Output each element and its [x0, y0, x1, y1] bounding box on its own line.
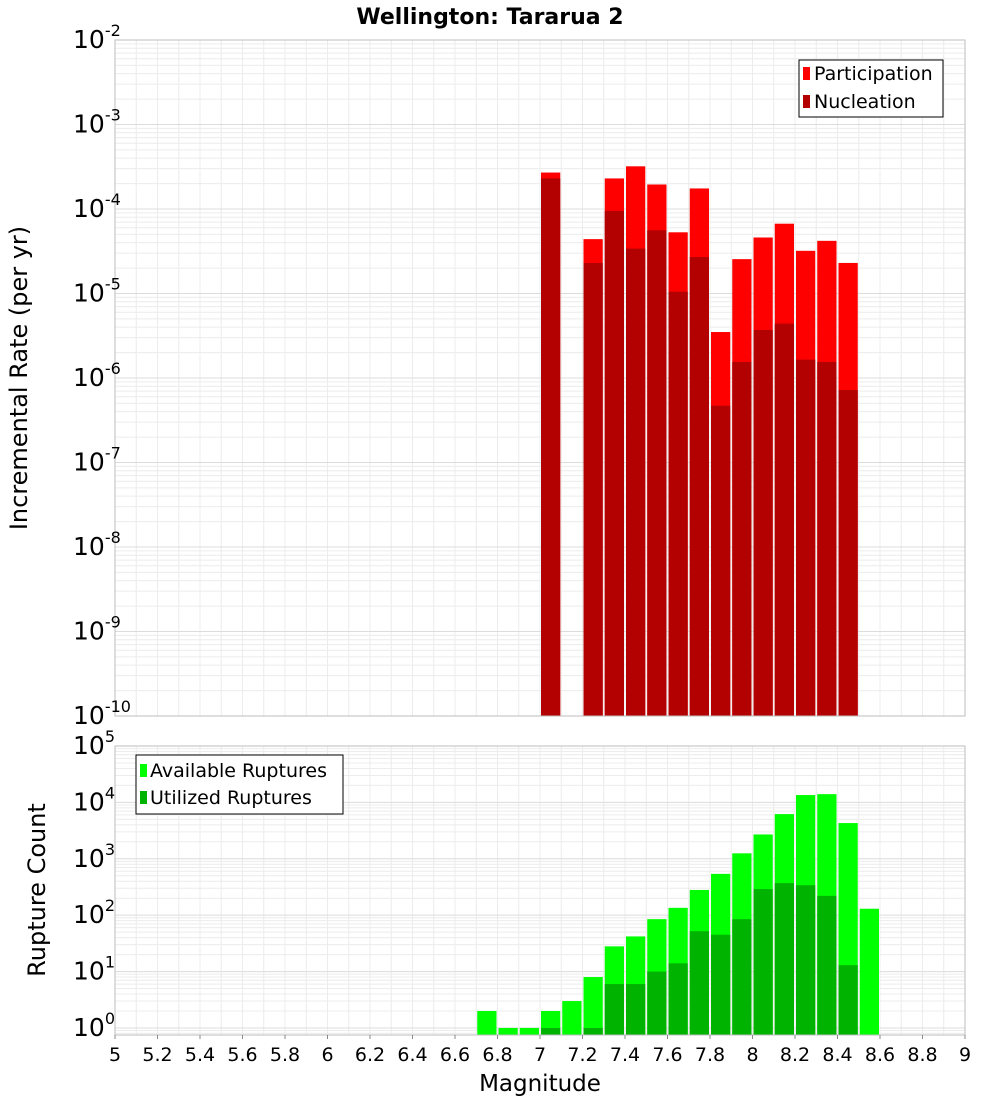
bottom-bar-utilized-ruptures — [647, 971, 667, 1035]
top-bar-nucleation — [668, 291, 688, 716]
bottom-y-tick-label: 103 — [73, 840, 115, 873]
bottom-bar-utilized-ruptures — [626, 984, 646, 1035]
chart-title: Wellington: Tararua 2 — [356, 5, 623, 30]
top-bar-nucleation — [541, 178, 561, 717]
bottom-bar-utilized-ruptures — [817, 895, 837, 1035]
bottom-bar-utilized-ruptures — [583, 1027, 603, 1035]
bottom-y-tick-label: 101 — [73, 953, 115, 986]
legend-label-nucleation: Nucleation — [814, 91, 916, 113]
x-tick-label: 6.8 — [482, 1044, 512, 1066]
bottom-y-tick-label: 102 — [73, 896, 115, 929]
bottom-bar-utilized-ruptures — [753, 889, 773, 1035]
x-tick-label: 5 — [109, 1044, 121, 1066]
top-bars — [541, 166, 858, 717]
x-tick-labels: 5 5.2 5.4 5.6 5.8 6 6.2 6.4 6.6 6.8 7 7.2 7.4 7.6 7.8 8… — [109, 1035, 971, 1066]
bottom-bar-utilized-ruptures — [838, 965, 858, 1035]
top-y-axis-label: Incremental Rate (per yr) — [5, 226, 33, 530]
top-bar-nucleation — [774, 323, 794, 716]
x-tick-label: 5.8 — [270, 1044, 300, 1066]
x-tick-label: 9 — [959, 1044, 971, 1066]
top-bar-nucleation — [711, 405, 731, 716]
x-tick-label: 7.2 — [567, 1044, 597, 1066]
top-gridlines — [114, 40, 966, 717]
bottom-legend: Available Ruptures Utilized Ruptures — [135, 754, 344, 815]
x-tick-label: 6.2 — [355, 1044, 385, 1066]
top-y-tick-label: 10-5 — [73, 275, 121, 308]
legend-label-participation: Participation — [814, 63, 933, 85]
bottom-bar-utilized-ruptures — [711, 934, 731, 1035]
legend-label-available: Available Ruptures — [150, 760, 327, 782]
bottom-bar-available-ruptures — [859, 908, 879, 1035]
top-bar-nucleation — [626, 248, 646, 716]
top-y-tick-label: 10-7 — [73, 444, 121, 477]
top-bar-nucleation — [753, 329, 773, 716]
top-y-tick-label: 10-2 — [73, 21, 121, 54]
bottom-y-tick-label: 100 — [73, 1009, 115, 1042]
x-tick-label: 7.8 — [695, 1044, 725, 1066]
top-y-tick-label: 10-3 — [73, 106, 121, 139]
bottom-bar-available-ruptures — [519, 1027, 539, 1035]
top-legend: Participation Nucleation — [798, 59, 944, 118]
x-tick-label: 7.4 — [610, 1044, 640, 1066]
bottom-bar-available-ruptures — [498, 1027, 518, 1035]
top-y-tick-label: 10-6 — [73, 359, 121, 392]
top-legend-box — [798, 59, 944, 118]
top-bar-nucleation — [838, 390, 858, 716]
bottom-bar-utilized-ruptures — [796, 885, 816, 1035]
legend-swatch-utilized — [140, 791, 147, 804]
bottom-bar-utilized-ruptures — [689, 931, 709, 1035]
legend-swatch-participation — [803, 67, 810, 80]
top-bar-nucleation — [604, 210, 624, 716]
bottom-bar-utilized-ruptures — [774, 883, 794, 1035]
x-tick-label: 5.6 — [227, 1044, 257, 1066]
top-bar-nucleation — [583, 262, 603, 716]
legend-swatch-available — [140, 764, 147, 777]
bottom-bar-available-ruptures — [477, 1010, 497, 1035]
bottom-bar-available-ruptures — [562, 1001, 582, 1035]
top-bar-nucleation — [817, 361, 837, 716]
top-bar-nucleation — [796, 359, 816, 716]
bottom-legend-box — [135, 754, 344, 815]
x-tick-label: 8.6 — [865, 1044, 895, 1066]
x-tick-label: 8.2 — [780, 1044, 810, 1066]
x-tick-label: 6.4 — [397, 1044, 427, 1066]
x-tick-label: 7.6 — [652, 1044, 682, 1066]
bottom-bar-utilized-ruptures — [541, 1027, 561, 1035]
top-bar-nucleation — [689, 257, 709, 716]
legend-label-utilized: Utilized Ruptures — [150, 787, 312, 809]
x-tick-label: 8.4 — [822, 1044, 852, 1066]
x-axis-label: Magnitude — [479, 1071, 601, 1097]
bottom-y-tick-labels: 100 101 102 103 104 105 — [73, 727, 115, 1042]
top-y-tick-label: 10-10 — [73, 697, 131, 730]
bottom-bars — [477, 794, 879, 1035]
top-y-tick-label: 10-9 — [73, 613, 121, 646]
bottom-panel: 100 101 102 103 104 105 5 5.2 5.4 5.6 5.8 6 6.2 6.4 6… — [23, 727, 971, 1097]
bottom-y-tick-label: 104 — [73, 783, 115, 816]
top-y-tick-label: 10-8 — [73, 528, 121, 561]
x-tick-label: 5.4 — [185, 1044, 215, 1066]
bottom-y-axis-label: Rupture Count — [23, 803, 51, 977]
x-tick-label: 6 — [321, 1044, 333, 1066]
top-bar-nucleation — [732, 361, 752, 716]
top-panel: 10-10 10-9 10-8 10-7 10-6 10-5 10-4 10-3 10-2 In… — [5, 21, 966, 730]
x-tick-label: 8.8 — [907, 1044, 937, 1066]
bottom-y-tick-label: 105 — [73, 727, 115, 760]
top-y-tick-label: 10-4 — [73, 190, 121, 223]
legend-swatch-nucleation — [803, 95, 810, 108]
x-tick-label: 8 — [746, 1044, 758, 1066]
bottom-bar-utilized-ruptures — [668, 963, 688, 1035]
x-tick-label: 5.2 — [142, 1044, 172, 1066]
top-y-tick-labels: 10-10 10-9 10-8 10-7 10-6 10-5 10-4 10-3 10-2 — [73, 21, 131, 730]
bottom-bar-available-ruptures — [583, 977, 603, 1035]
top-bar-nucleation — [647, 230, 667, 716]
bottom-bar-utilized-ruptures — [732, 919, 752, 1035]
top-plot-border — [114, 39, 966, 717]
x-tick-label: 7 — [534, 1044, 546, 1066]
x-tick-label: 6.6 — [440, 1044, 470, 1066]
bottom-bar-utilized-ruptures — [604, 984, 624, 1035]
